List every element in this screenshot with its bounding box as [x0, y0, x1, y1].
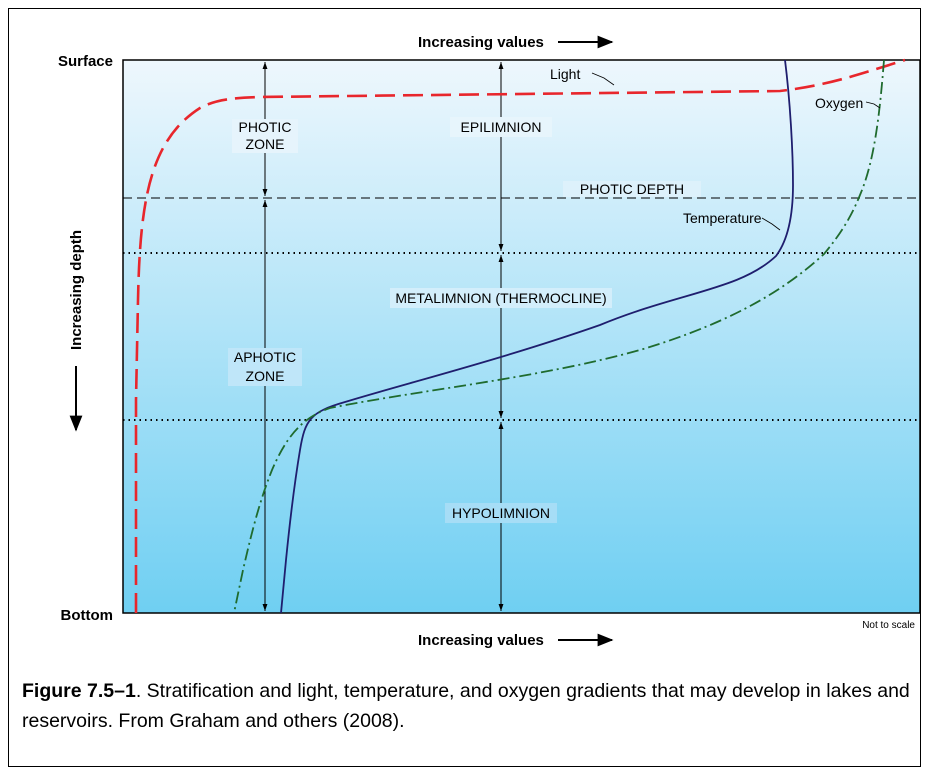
depth-axis-label: Increasing depth: [68, 230, 85, 350]
temperature-curve-label: Temperature: [683, 210, 762, 226]
light-curve-label: Light: [550, 66, 580, 82]
epilimnion-label: EPILIMNION: [461, 119, 542, 135]
photic-zone-label-line1: PHOTIC: [239, 119, 292, 135]
oxygen-curve-label: Oxygen: [815, 95, 863, 111]
photic-zone-label-line2: ZONE: [246, 136, 285, 152]
stratification-diagram: Increasing values Increasing values Surf…: [0, 0, 929, 670]
figure-number: Figure 7.5–1: [22, 680, 136, 702]
bottom-label: Bottom: [61, 607, 114, 624]
photic-depth-label: PHOTIC DEPTH: [580, 181, 684, 197]
bottom-axis-label: Increasing values: [418, 632, 544, 649]
aphotic-zone-label-line2: ZONE: [246, 368, 285, 384]
surface-label: Surface: [58, 53, 113, 70]
top-axis-label: Increasing values: [418, 34, 544, 51]
figure-caption: Figure 7.5–1. Stratification and light, …: [22, 676, 912, 736]
aphotic-zone-label-line1: APHOTIC: [234, 349, 296, 365]
caption-text: . Stratification and light, temperature,…: [22, 680, 910, 732]
hypolimnion-label: HYPOLIMNION: [452, 505, 550, 521]
metalimnion-label: METALIMNION (THERMOCLINE): [395, 290, 606, 306]
not-to-scale-note: Not to scale: [862, 620, 915, 631]
